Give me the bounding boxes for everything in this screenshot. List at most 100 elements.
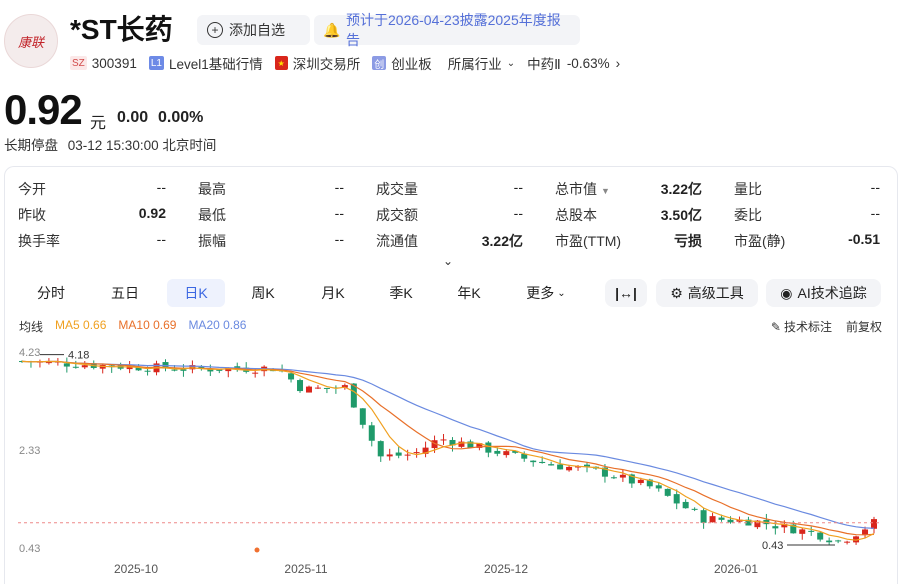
candle-body (539, 461, 546, 464)
stock-code: SZ 300391 (70, 56, 137, 71)
candle-body (548, 464, 555, 466)
quote-value: -- (513, 205, 523, 221)
quote-value: 亏损 (674, 233, 702, 249)
board-info: 创 创业板 (372, 53, 432, 73)
candle-body (476, 443, 483, 448)
chevron-right-icon: › (615, 55, 621, 71)
quote-label: 总股本 (555, 207, 597, 223)
ma10-value: MA10 0.69 (118, 318, 177, 332)
tech-mark-toggle[interactable]: ✎ 技术标注 (770, 320, 832, 334)
exchange-info: ★ 深圳交易所 (274, 53, 361, 73)
candle-body (682, 501, 689, 509)
candle-body (72, 366, 79, 368)
candle-body (584, 464, 591, 467)
level-text: Level1基础行情 (168, 57, 263, 72)
candle-body (700, 510, 707, 523)
level-link[interactable]: L1 Level1基础行情 (148, 53, 263, 73)
adjust-select[interactable]: 前复权 (845, 320, 882, 334)
candle-body (808, 530, 815, 532)
tab-more[interactable]: 更多 ⌄ (526, 285, 566, 301)
candle-body (135, 366, 142, 371)
tab-intraday[interactable]: 分时 (37, 285, 65, 301)
candle-body (431, 440, 438, 449)
tab-yearly-k[interactable]: 年K (457, 285, 481, 301)
ma20-value: MA20 0.86 (188, 318, 247, 332)
tab-daily-k[interactable]: 日K (167, 279, 225, 307)
candle-body (853, 536, 860, 543)
ma-title: 均线 (19, 320, 44, 334)
candle-body (458, 441, 465, 447)
candle-body (673, 494, 680, 504)
candle-body (494, 450, 501, 454)
candle-body (664, 488, 671, 496)
tab-weekly-k[interactable]: 周K (251, 285, 275, 301)
stock-logo: 康联 (4, 14, 58, 68)
suspension-status: 长期停盘 (4, 138, 58, 153)
ma5-value: MA5 0.66 (55, 318, 107, 332)
report-notice-button[interactable]: 🔔 预计于2026-04-23披露2025年度报告 (314, 12, 580, 48)
candle-body (207, 368, 214, 372)
add-watchlist-button[interactable]: + 添加自选 (197, 15, 310, 45)
candle-body (817, 532, 824, 540)
candlestick-chart[interactable]: 4.23 2.33 0.43 2025-10 2025-11 2025-12 2026-01… (0, 338, 902, 584)
caret-down-icon: ▼ (601, 186, 610, 196)
industry-dropdown[interactable]: 所属行业 ⌄ (448, 53, 515, 73)
candle-body (377, 441, 384, 457)
bell-icon: 🔔 (323, 22, 341, 38)
candle-body (655, 485, 662, 489)
quote-value: 3.50亿 (660, 207, 702, 223)
ai-tracking-label: AI技术追踪 (797, 285, 867, 301)
ai-tracking-button[interactable]: ◉ AI技术追踪 (766, 279, 881, 307)
event-marker-dot (254, 547, 260, 553)
low-price-label: 0.43 (762, 540, 783, 552)
tab-five-day[interactable]: 五日 (111, 285, 139, 301)
tab-quarterly-k[interactable]: 季K (389, 285, 413, 301)
y-tick-label: 0.43 (19, 543, 40, 555)
quote-value: 3.22亿 (660, 181, 702, 197)
candle-body (566, 466, 573, 471)
advanced-tools-label: 高级工具 (687, 285, 744, 301)
horizontal-range-icon: |↔| (615, 285, 637, 301)
quote-value: 3.22亿 (481, 233, 523, 249)
level-tag: L1 (148, 56, 164, 70)
expand-quote-chevron-icon[interactable]: ⌄ (443, 254, 454, 268)
board-name: 创业板 (391, 57, 432, 72)
trading-status: 长期停盘 03-12 15:30:00 北京时间 (4, 134, 216, 154)
quote-label: 成交量 (376, 181, 418, 197)
candle-body (386, 454, 393, 457)
quote-time: 03-12 15:30:00 北京时间 (67, 138, 217, 153)
tab-monthly-k[interactable]: 月K (321, 285, 345, 301)
ma20-line (21, 360, 875, 529)
pen-icon: ✎ (770, 320, 781, 334)
quote-value: -- (513, 179, 523, 195)
report-notice-label: 预计于2026-04-23披露2025年度报告 (346, 12, 561, 48)
quote-label: 换手率 (18, 233, 60, 249)
range-select-button[interactable]: |↔| (605, 279, 647, 307)
stock-code-value: 300391 (91, 55, 137, 71)
industry-link[interactable]: 中药Ⅱ -0.63% › (527, 53, 620, 73)
candle-body (637, 479, 644, 484)
candle-body (449, 439, 456, 446)
quote-label: 振幅 (198, 233, 226, 249)
price-change: 0.00 (117, 109, 149, 126)
candle-body (305, 386, 312, 393)
candle-body (575, 466, 582, 468)
quote-label: 今开 (18, 181, 46, 197)
exchange-name: 深圳交易所 (292, 57, 361, 72)
total-market-cap-label[interactable]: 总市值 ▼ (555, 181, 610, 197)
candle-body (81, 365, 88, 368)
advanced-tools-button[interactable]: ⚙ 高级工具 (656, 279, 758, 307)
candle-body (288, 373, 295, 380)
candle-body (45, 361, 52, 364)
candle-body (252, 372, 259, 374)
candle-body (646, 479, 653, 487)
candle-body (297, 380, 304, 392)
candle-body (350, 383, 357, 408)
add-watchlist-label: 添加自选 (229, 22, 285, 38)
industry-label: 所属行业 (447, 57, 502, 72)
candle-body (754, 520, 761, 528)
candle-body (557, 464, 564, 470)
candle-body (745, 519, 752, 526)
candle-body (790, 524, 797, 534)
candle-body (718, 517, 725, 520)
